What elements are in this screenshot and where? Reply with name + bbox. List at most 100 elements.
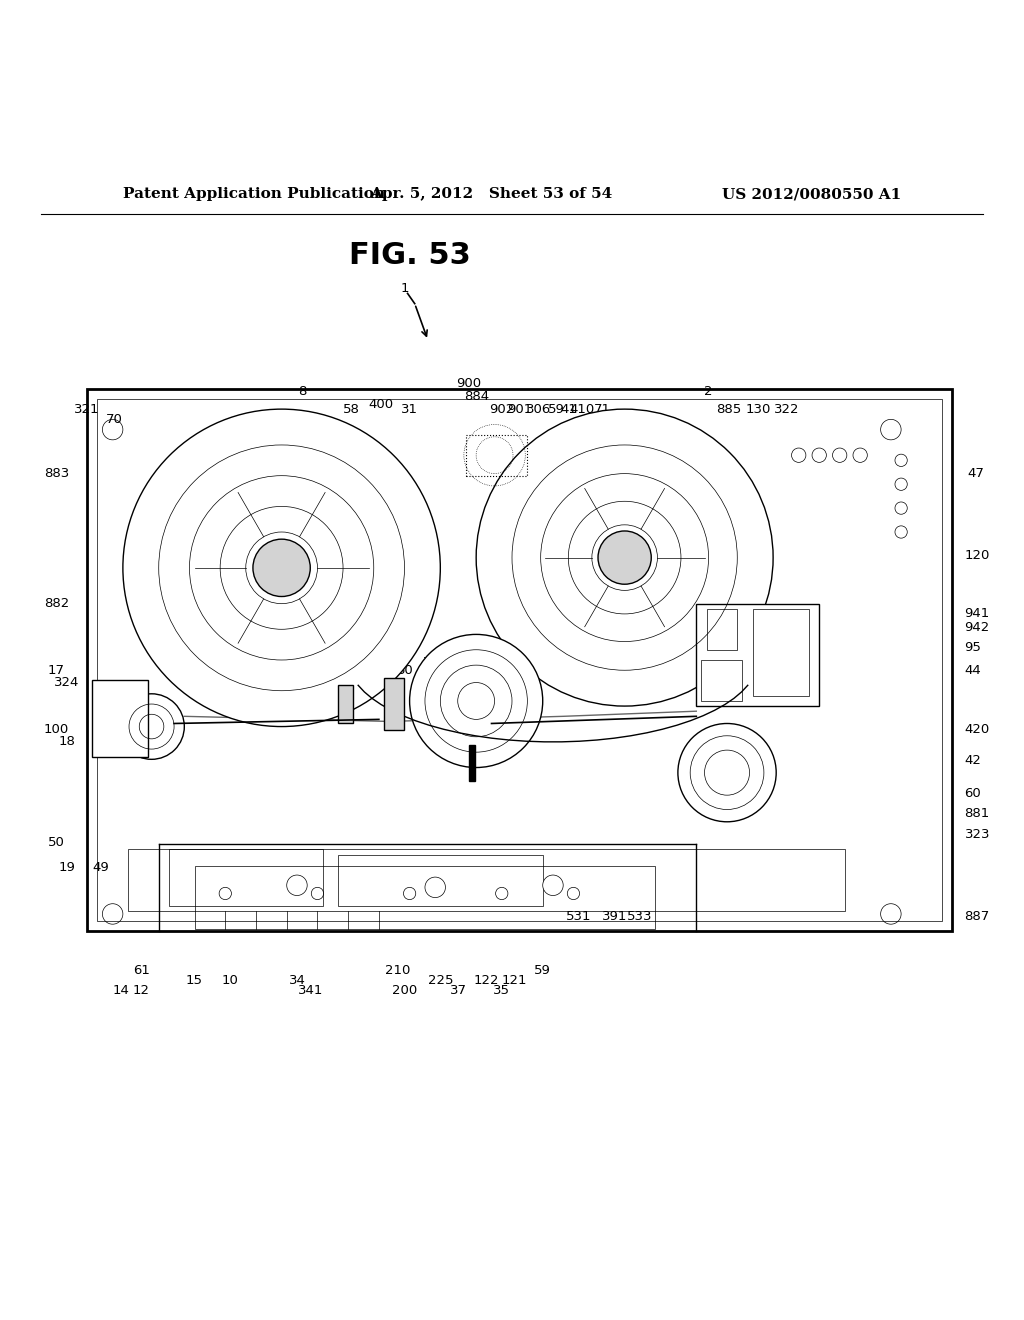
Text: Patent Application Publication: Patent Application Publication: [123, 187, 385, 201]
Bar: [466, 434, 527, 475]
Text: 38: 38: [207, 661, 223, 675]
Text: 310: 310: [410, 528, 434, 541]
Text: 324: 324: [54, 676, 79, 689]
Text: 902: 902: [489, 403, 514, 416]
Text: 46: 46: [189, 661, 206, 675]
Bar: [87, 388, 952, 932]
Text: 306: 306: [526, 403, 551, 416]
Text: Apr. 5, 2012   Sheet 53 of 54: Apr. 5, 2012 Sheet 53 of 54: [371, 187, 612, 201]
Bar: [338, 854, 543, 906]
Circle shape: [253, 539, 310, 597]
Text: 900: 900: [457, 378, 481, 389]
Text: 420: 420: [965, 723, 990, 737]
Text: 61: 61: [133, 964, 150, 977]
Text: 881: 881: [965, 807, 990, 820]
Bar: [696, 603, 819, 706]
Bar: [707, 609, 737, 649]
Bar: [753, 609, 809, 696]
Bar: [97, 399, 942, 921]
Text: 42: 42: [965, 754, 981, 767]
Text: 12: 12: [133, 985, 150, 997]
Text: 41: 41: [560, 403, 577, 416]
Text: 17: 17: [48, 664, 65, 677]
Circle shape: [123, 409, 440, 726]
Text: 322: 322: [774, 403, 799, 416]
Text: 742: 742: [249, 682, 273, 696]
Circle shape: [543, 875, 563, 895]
Text: 941: 941: [965, 607, 990, 620]
Text: 49: 49: [92, 862, 109, 874]
Text: 940: 940: [621, 590, 645, 603]
Circle shape: [425, 876, 445, 898]
Text: 74: 74: [314, 697, 331, 710]
Text: 122: 122: [474, 974, 499, 987]
Text: 200: 200: [392, 985, 417, 997]
Text: 2: 2: [705, 385, 713, 399]
Circle shape: [287, 875, 307, 895]
Text: 59: 59: [548, 403, 564, 416]
Text: US 2012/0080550 A1: US 2012/0080550 A1: [722, 187, 901, 201]
Text: 35: 35: [494, 985, 510, 997]
Text: 120: 120: [965, 549, 990, 562]
Bar: [338, 685, 353, 723]
Text: 71: 71: [594, 403, 610, 416]
Text: 741: 741: [423, 656, 447, 668]
Text: 8: 8: [298, 385, 306, 399]
Text: 31: 31: [401, 403, 418, 416]
Text: 392: 392: [272, 664, 297, 677]
Bar: [384, 678, 404, 730]
Text: 44: 44: [965, 664, 981, 677]
Text: 340: 340: [587, 590, 611, 603]
Text: 225: 225: [428, 974, 453, 987]
Text: 323: 323: [965, 828, 990, 841]
Text: 75: 75: [355, 684, 372, 697]
Text: 901: 901: [508, 403, 532, 416]
Text: 15: 15: [186, 974, 203, 987]
Text: 37: 37: [451, 985, 467, 997]
Text: 210: 210: [385, 964, 410, 977]
Text: 100: 100: [44, 723, 69, 737]
Text: 39: 39: [295, 697, 311, 710]
Text: 400: 400: [369, 397, 393, 411]
Text: 48: 48: [276, 697, 293, 710]
Text: 10: 10: [222, 974, 239, 987]
Text: FIG. 53: FIG. 53: [349, 242, 470, 271]
Text: 110: 110: [174, 569, 199, 582]
Text: 360: 360: [331, 500, 355, 513]
Text: 60: 60: [965, 787, 981, 800]
Text: 14: 14: [113, 985, 129, 997]
Text: 58: 58: [343, 403, 359, 416]
Text: 321: 321: [75, 403, 99, 416]
Text: 885: 885: [717, 403, 741, 416]
Text: 883: 883: [44, 467, 69, 480]
Text: 121: 121: [502, 974, 526, 987]
Text: 882: 882: [44, 597, 69, 610]
Text: 43: 43: [229, 652, 246, 664]
Text: 341: 341: [298, 985, 323, 997]
Bar: [92, 681, 148, 758]
Text: 886: 886: [549, 552, 573, 564]
Text: 95: 95: [965, 642, 981, 655]
Text: 942: 942: [965, 620, 990, 634]
Text: 60: 60: [396, 664, 413, 677]
Text: 410: 410: [569, 403, 594, 416]
Text: 18: 18: [58, 735, 75, 748]
Text: 59: 59: [535, 964, 551, 977]
Bar: [169, 850, 323, 906]
Bar: [195, 866, 655, 929]
Text: 440: 440: [400, 549, 425, 562]
Circle shape: [410, 635, 543, 767]
Bar: [469, 744, 475, 781]
Text: 884: 884: [465, 391, 489, 404]
Text: 533: 533: [628, 909, 652, 923]
Text: 34: 34: [289, 974, 305, 987]
Circle shape: [119, 694, 184, 759]
Circle shape: [598, 531, 651, 585]
Text: 391: 391: [602, 909, 627, 923]
Text: 47: 47: [968, 467, 984, 480]
Text: 130: 130: [745, 403, 770, 416]
Text: 901: 901: [410, 513, 434, 527]
Circle shape: [476, 409, 773, 706]
Text: 19: 19: [58, 862, 75, 874]
Text: 50: 50: [48, 836, 65, 849]
